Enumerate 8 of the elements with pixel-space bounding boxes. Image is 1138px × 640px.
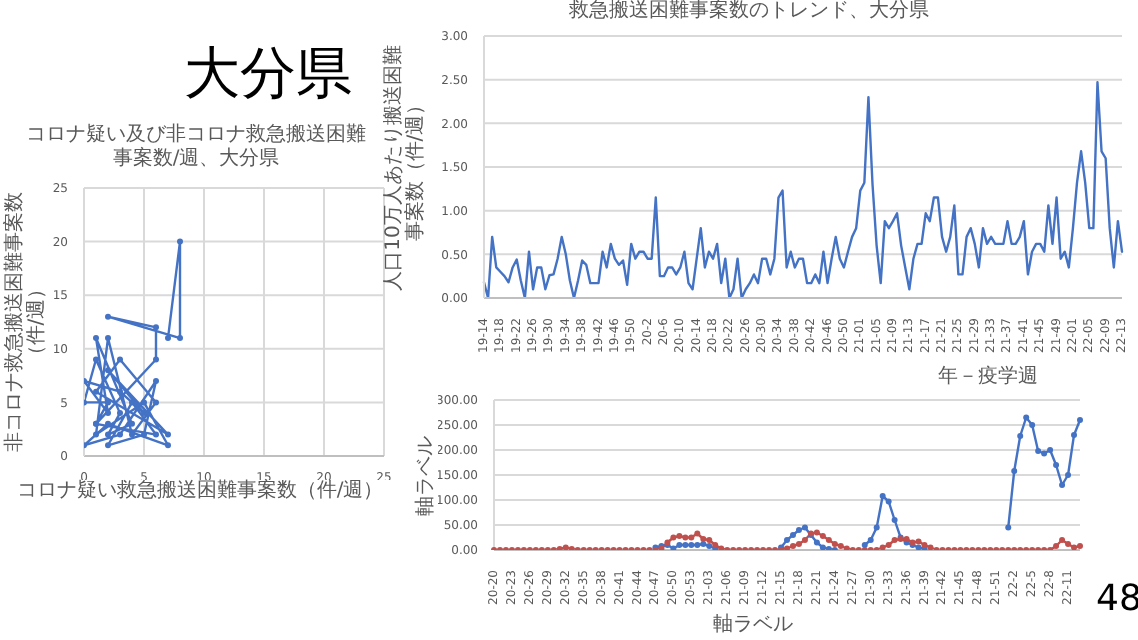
y-axis-title: 人口10万人あたり搬送困難事案数（件/週） bbox=[382, 42, 426, 295]
x-axis-title: 年－疫学週 bbox=[936, 366, 1038, 390]
y-axis-title: 軸ラベル bbox=[413, 435, 435, 515]
y-axis-title: 非コロナ救急搬送困難事案数（件/週） bbox=[4, 190, 48, 456]
x-axis-title: コロナ疑い救急搬送困難事案数（件/週） bbox=[14, 480, 384, 504]
x-axis-title: 軸ラベル bbox=[711, 614, 795, 638]
chart-title: コロナ疑い及び非コロナ救急搬送困難事案数/週、大分県 bbox=[24, 124, 368, 172]
text: 大分県 bbox=[184, 40, 352, 106]
